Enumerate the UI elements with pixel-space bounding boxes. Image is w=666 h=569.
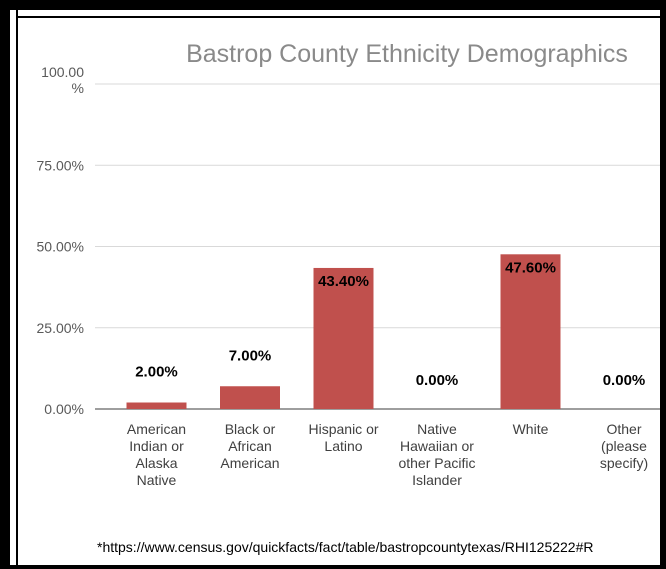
- frame-border-right: [660, 0, 666, 569]
- bar: [500, 254, 561, 409]
- y-tick-label: 25.00%: [37, 320, 84, 336]
- y-tick-label: 50.00%: [37, 239, 84, 255]
- x-tick-label: Black or African American: [220, 421, 279, 471]
- bars: [126, 254, 561, 409]
- footnote: *https://www.census.gov/quickfacts/fact/…: [97, 539, 594, 555]
- gridlines: [95, 83, 660, 410]
- data-label: 2.00%: [135, 364, 178, 381]
- y-tick-label: 75.00%: [37, 157, 84, 173]
- data-labels: 2.00% 7.00% 43.40% 0.00% 47.60% 0.00%: [135, 259, 645, 389]
- data-label: 0.00%: [416, 372, 459, 389]
- x-tick-label: Other (please specify): [600, 421, 648, 471]
- data-label: 47.60%: [505, 259, 556, 276]
- frame-border-top: [0, 0, 666, 10]
- x-tick-label: Hispanic or Latino: [308, 421, 378, 454]
- y-tick-label: 100.00%: [41, 64, 84, 96]
- frame-border-left: [0, 0, 10, 569]
- data-label: 43.40%: [318, 273, 369, 290]
- frame-border-bottom: [0, 565, 666, 569]
- bar: [126, 402, 187, 409]
- data-label: 0.00%: [603, 372, 646, 389]
- bar: [220, 386, 280, 409]
- x-tick-label: American Indian or Alaska Native: [127, 421, 186, 488]
- y-axis-ticks: 0.00% 25.00% 50.00% 75.00% 100.00%: [37, 64, 85, 417]
- bar: [313, 267, 374, 409]
- chart-title: Bastrop County Ethnicity Demographics: [186, 40, 628, 68]
- x-axis-ticks: American Indian or Alaska Native Black or Afr…: [127, 421, 648, 488]
- y-tick-label: 0.00%: [44, 401, 84, 417]
- frame-inner-border-top: [16, 16, 660, 18]
- frame-inner-border-left: [16, 10, 18, 565]
- x-tick-label: White: [513, 421, 549, 437]
- x-tick-label: Native Hawaiian or other Pacific Islander: [398, 421, 475, 488]
- data-label: 7.00%: [229, 347, 272, 364]
